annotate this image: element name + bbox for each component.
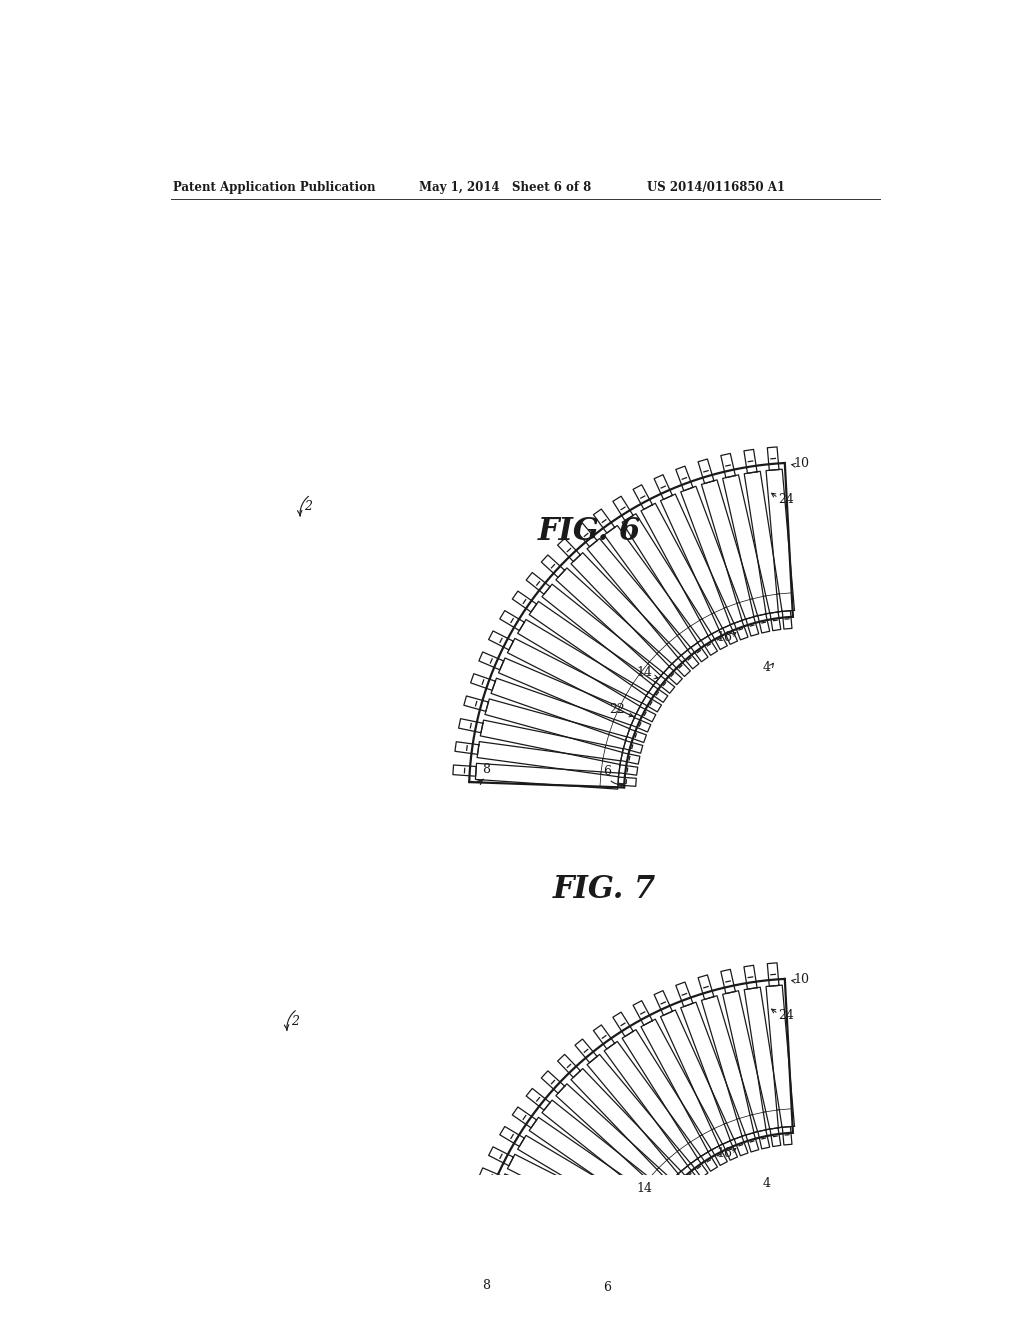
Text: 4: 4 — [763, 1177, 770, 1189]
Text: 16: 16 — [716, 1147, 732, 1160]
Text: US 2014/0116850 A1: US 2014/0116850 A1 — [647, 181, 785, 194]
Text: 14: 14 — [636, 667, 652, 678]
Text: 8: 8 — [482, 1279, 490, 1292]
Text: 24: 24 — [778, 494, 794, 507]
Text: FIG. 7: FIG. 7 — [553, 874, 656, 906]
Text: 4: 4 — [763, 661, 770, 675]
Text: 6: 6 — [603, 766, 611, 779]
Text: 10: 10 — [794, 457, 810, 470]
Text: 8: 8 — [482, 763, 490, 776]
Text: 10: 10 — [794, 973, 810, 986]
Text: 2: 2 — [291, 1015, 299, 1028]
Text: Patent Application Publication: Patent Application Publication — [173, 181, 376, 194]
Text: 14: 14 — [636, 1181, 652, 1195]
Text: FIG. 6: FIG. 6 — [538, 516, 641, 548]
Text: 24: 24 — [778, 1010, 794, 1022]
Text: 16: 16 — [716, 631, 732, 644]
Text: 6: 6 — [603, 1280, 611, 1294]
Text: May 1, 2014   Sheet 6 of 8: May 1, 2014 Sheet 6 of 8 — [419, 181, 591, 194]
Text: 22: 22 — [609, 702, 626, 715]
Text: 2: 2 — [304, 500, 311, 513]
